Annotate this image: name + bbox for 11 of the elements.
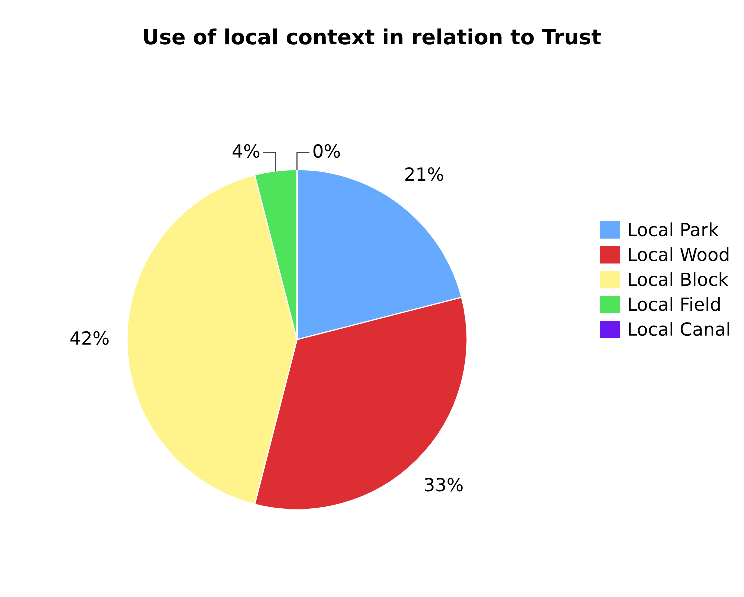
- chart-title: Use of local context in relation to Trust: [144, 28, 602, 45]
- legend-label: Local Field: [629, 297, 720, 312]
- data-label: 33%: [425, 478, 463, 492]
- data-label: 4%: [232, 144, 260, 158]
- data-label: 21%: [406, 168, 444, 182]
- text: 0%: [314, 144, 340, 158]
- legend-label: Local Park: [629, 222, 719, 237]
- legend-label: Local Canal: [629, 322, 730, 336]
- data-label: 42%: [70, 331, 109, 346]
- legend-label: Local Block: [629, 272, 729, 286]
- legend-label: Local Wood: [629, 248, 729, 262]
